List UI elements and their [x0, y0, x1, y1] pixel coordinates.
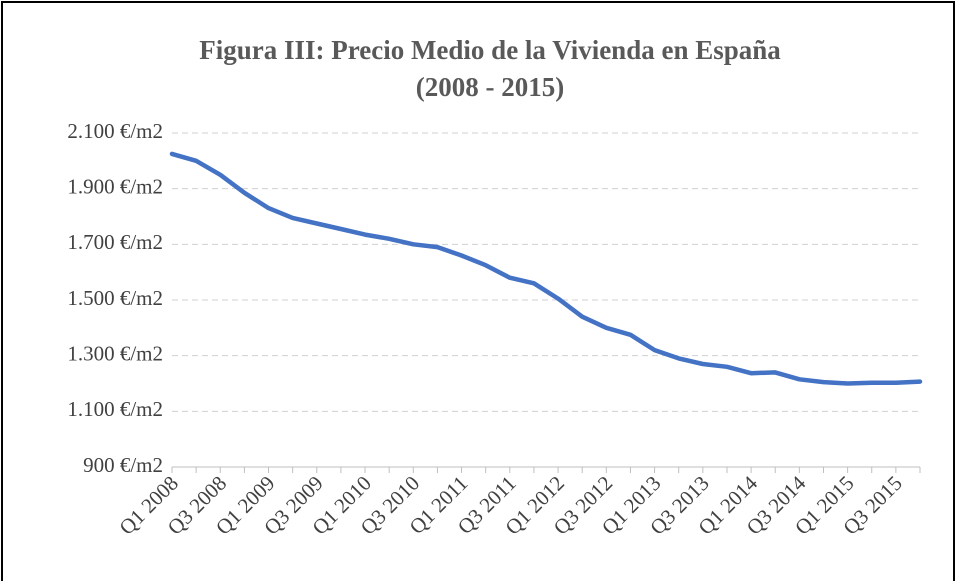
chart-title: (2008 - 2015) [416, 72, 564, 102]
chart-title: Figura III: Precio Medio de la Vivienda … [199, 35, 781, 65]
y-tick-label: 2.100 €/m2 [67, 119, 163, 143]
y-tick-label: 900 €/m2 [83, 453, 163, 477]
y-tick-label: 1.700 €/m2 [67, 230, 163, 254]
y-tick-label: 1.500 €/m2 [67, 286, 163, 310]
data-line [169, 151, 923, 386]
y-tick-label: 1.100 €/m2 [67, 397, 163, 421]
y-tick-label: 1.900 €/m2 [67, 174, 163, 198]
y-tick-label: 1.300 €/m2 [67, 341, 163, 365]
